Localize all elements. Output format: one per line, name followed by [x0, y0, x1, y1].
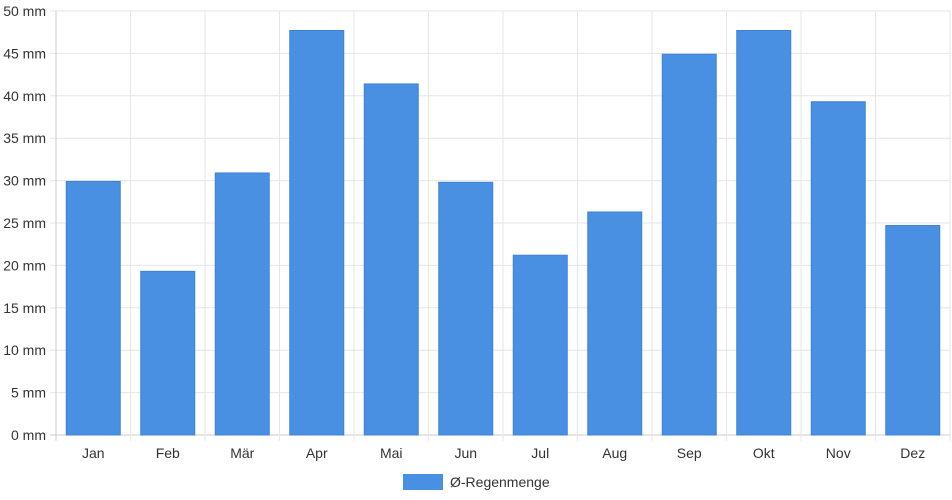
bar-Mär[interactable] [214, 172, 270, 436]
x-tick-label: Dez [900, 445, 925, 461]
grid [50, 10, 951, 441]
bar-Jan[interactable] [65, 180, 121, 436]
bar-Nov[interactable] [810, 101, 866, 436]
x-tick-label: Nov [826, 445, 851, 461]
y-tick-label: 15 mm [3, 300, 46, 316]
y-tick-label: 0 mm [11, 427, 46, 443]
bar-Dez[interactable] [885, 225, 941, 436]
legend-label: Ø-Regenmenge [450, 474, 550, 490]
x-tick-label: Mär [230, 445, 254, 461]
bars [65, 30, 941, 436]
legend-swatch [403, 474, 443, 490]
bar-Jul[interactable] [512, 254, 568, 436]
bar-Feb[interactable] [140, 270, 196, 436]
legend[interactable]: Ø-Regenmenge [403, 474, 550, 490]
y-axis-ticks: 0 mm 5 mm 10 mm 15 mm 20 mm 25 mm 30 mm 35 mm 40… [3, 3, 46, 443]
bar-Mai[interactable] [363, 83, 419, 436]
x-tick-label: Jun [454, 445, 477, 461]
bar-Sep[interactable] [661, 53, 717, 436]
bar-Okt[interactable] [736, 30, 792, 436]
y-tick-label: 45 mm [3, 45, 46, 61]
x-tick-label: Okt [753, 445, 775, 461]
x-tick-label: Mai [380, 445, 403, 461]
y-tick-label: 35 mm [3, 130, 46, 146]
x-tick-label: Sep [677, 445, 702, 461]
y-tick-label: 50 mm [3, 3, 46, 19]
x-tick-label: Aug [602, 445, 627, 461]
y-tick-label: 30 mm [3, 173, 46, 189]
y-tick-label: 20 mm [3, 257, 46, 273]
x-axis-ticks: Jan Feb Mär Apr Mai Jun Jul Aug Sep Okt Nov Dez [82, 445, 925, 461]
bar-Aug[interactable] [587, 211, 643, 436]
y-tick-label: 40 mm [3, 88, 46, 104]
y-tick-label: 5 mm [11, 385, 46, 401]
y-tick-label: 10 mm [3, 342, 46, 358]
x-tick-label: Apr [306, 445, 328, 461]
x-tick-label: Feb [156, 445, 180, 461]
bar-Apr[interactable] [289, 30, 345, 436]
y-tick-label: 25 mm [3, 215, 46, 231]
x-tick-label: Jul [531, 445, 549, 461]
bar-Jun[interactable] [438, 181, 494, 436]
x-tick-label: Jan [82, 445, 105, 461]
